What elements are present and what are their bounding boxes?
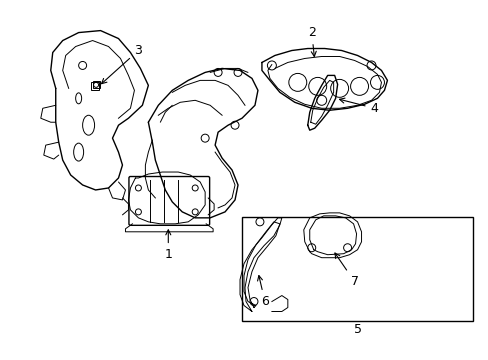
Bar [242,217,472,321]
Text: 4: 4 [339,98,378,115]
Text: 2: 2 [307,26,316,57]
Text: 7: 7 [334,253,358,288]
Text: 5: 5 [353,323,361,336]
Bar [90,82,99,90]
Text: 3: 3 [102,44,142,84]
Bar [92,81,100,88]
Text: 1: 1 [164,230,172,261]
Text: 6: 6 [257,275,268,308]
